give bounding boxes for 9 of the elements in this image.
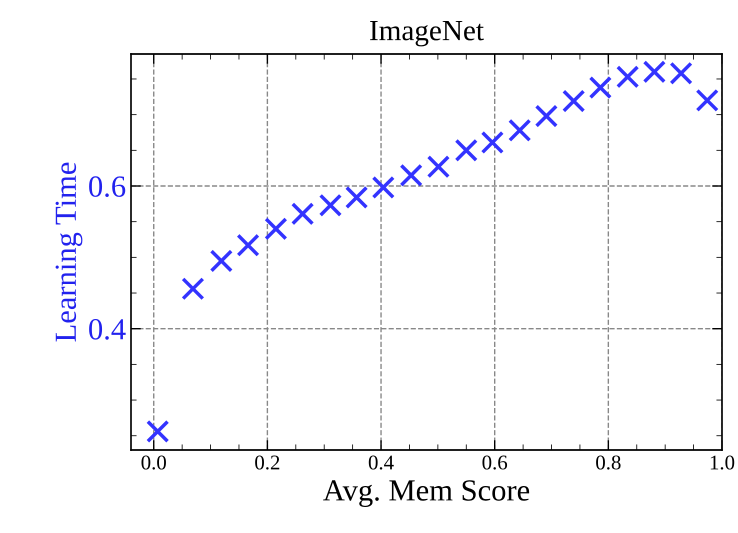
x-tick-label: 0.4 [368, 455, 394, 470]
x-tick-label: 0.6 [482, 455, 508, 470]
y-axis-title: Learning Time [56, 162, 82, 342]
x-axis-title: Avg. Mem Score [323, 480, 530, 508]
x-tick-label: 1.0 [710, 455, 734, 470]
chart-title: ImageNet [370, 21, 484, 46]
x-tick-label: 0.0 [142, 455, 166, 470]
x-tick-label: 0.8 [596, 455, 621, 470]
x-tick-label: 0.2 [255, 455, 280, 470]
